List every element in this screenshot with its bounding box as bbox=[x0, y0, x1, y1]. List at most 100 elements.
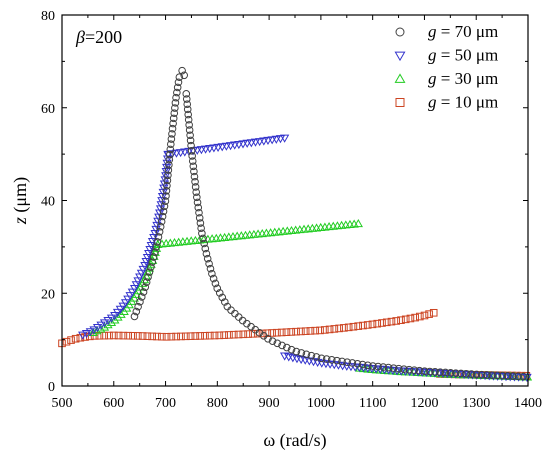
marker-square bbox=[205, 331, 214, 340]
marker-square bbox=[124, 331, 132, 340]
marker-circle bbox=[218, 293, 227, 302]
marker-circle bbox=[363, 361, 372, 370]
marker-circle bbox=[136, 298, 144, 306]
marker-square bbox=[129, 331, 137, 340]
marker-triangle-up bbox=[139, 275, 150, 284]
marker-triangle-down bbox=[522, 373, 532, 382]
marker-triangle-down bbox=[250, 138, 261, 147]
marker-circle bbox=[446, 368, 455, 377]
marker-circle bbox=[164, 166, 173, 174]
marker-circle bbox=[477, 370, 486, 379]
marker-circle bbox=[431, 368, 439, 376]
marker-square bbox=[105, 331, 113, 340]
marker-circle bbox=[208, 269, 216, 278]
beta-annotation: β=200 bbox=[75, 27, 122, 47]
y-axis-var: z bbox=[10, 217, 30, 225]
y-tick-label: 20 bbox=[41, 287, 55, 302]
marker-circle bbox=[159, 207, 168, 216]
marker-circle bbox=[483, 371, 491, 379]
marker-triangle-down bbox=[157, 197, 167, 206]
marker-circle bbox=[205, 259, 213, 268]
marker-circle bbox=[196, 219, 205, 227]
marker-circle bbox=[186, 131, 194, 140]
legend-rest: = 70 μm bbox=[437, 22, 499, 41]
marker-circle bbox=[185, 126, 194, 134]
marker-circle bbox=[420, 367, 429, 375]
marker-circle bbox=[202, 249, 211, 258]
marker-square bbox=[229, 330, 238, 339]
axis-ticks: 500 600 700 800 900 1000 1100 1200 1300 1400 0 20 40… bbox=[41, 9, 542, 411]
marker-triangle-up bbox=[394, 73, 406, 83]
marker-circle bbox=[493, 371, 502, 380]
marker-square bbox=[157, 332, 166, 341]
marker-circle bbox=[264, 334, 272, 343]
marker-circle bbox=[134, 302, 142, 311]
marker-square bbox=[340, 324, 348, 332]
marker-circle bbox=[374, 362, 382, 371]
marker-triangle-down bbox=[271, 135, 281, 144]
marker-square bbox=[373, 319, 382, 328]
marker-square bbox=[210, 331, 219, 340]
marker-square bbox=[67, 336, 75, 344]
marker-square bbox=[277, 328, 286, 337]
marker-circle bbox=[153, 238, 162, 246]
marker-triangle-down bbox=[175, 149, 186, 158]
marker-circle bbox=[149, 253, 158, 261]
marker-circle bbox=[154, 233, 163, 241]
marker-square bbox=[297, 327, 305, 336]
data-markers bbox=[58, 66, 533, 382]
marker-circle bbox=[188, 152, 196, 160]
marker-triangle-down bbox=[217, 143, 227, 152]
marker-square bbox=[395, 98, 405, 107]
marker-circle bbox=[200, 239, 208, 248]
marker-square bbox=[162, 333, 171, 341]
marker-circle bbox=[213, 284, 222, 293]
marker-square bbox=[397, 316, 405, 324]
marker-circle bbox=[169, 114, 178, 123]
marker-circle bbox=[400, 365, 408, 373]
legend-var: g bbox=[428, 22, 437, 41]
marker-circle bbox=[155, 228, 164, 236]
marker-circle bbox=[190, 172, 199, 181]
marker-circle bbox=[227, 306, 235, 314]
marker-circle bbox=[156, 222, 165, 231]
marker-circle bbox=[160, 202, 169, 211]
marker-triangle-down bbox=[171, 149, 182, 158]
marker-triangle-down bbox=[225, 142, 236, 151]
marker-circle bbox=[171, 104, 179, 112]
marker-triangle-down bbox=[267, 136, 277, 145]
marker-circle bbox=[472, 370, 481, 379]
marker-triangle-up bbox=[92, 326, 102, 335]
legend-rest: = 10 μm bbox=[437, 93, 499, 112]
marker-circle bbox=[201, 244, 210, 253]
marker-circle bbox=[168, 124, 177, 133]
marker-circle bbox=[509, 372, 517, 380]
marker-circle bbox=[145, 268, 154, 276]
marker-circle bbox=[172, 93, 180, 102]
marker-square bbox=[287, 328, 296, 336]
marker-square bbox=[429, 308, 438, 317]
marker-square bbox=[215, 331, 224, 340]
beta-value: =200 bbox=[85, 27, 122, 47]
marker-circle bbox=[193, 193, 201, 202]
marker-circle bbox=[297, 349, 306, 357]
marker-circle bbox=[384, 363, 393, 372]
marker-circle bbox=[195, 214, 204, 222]
marker-square bbox=[311, 326, 320, 335]
marker-circle bbox=[488, 371, 496, 379]
marker-circle bbox=[198, 229, 206, 238]
marker-circle bbox=[184, 110, 192, 119]
marker-square bbox=[420, 311, 429, 320]
marker-circle bbox=[178, 66, 186, 75]
marker-triangle-down bbox=[89, 326, 99, 335]
legend-entry-g50: g = 50 μm bbox=[394, 46, 498, 65]
marker-circle bbox=[174, 78, 183, 87]
marker-square bbox=[119, 331, 128, 340]
marker-square bbox=[368, 320, 377, 329]
x-tick-label: 800 bbox=[207, 396, 228, 411]
marker-triangle-down bbox=[156, 201, 166, 210]
marker-circle bbox=[182, 90, 191, 98]
marker-circle bbox=[369, 362, 377, 370]
x-tick-label: 1300 bbox=[462, 396, 490, 411]
marker-triangle-down bbox=[200, 145, 211, 154]
